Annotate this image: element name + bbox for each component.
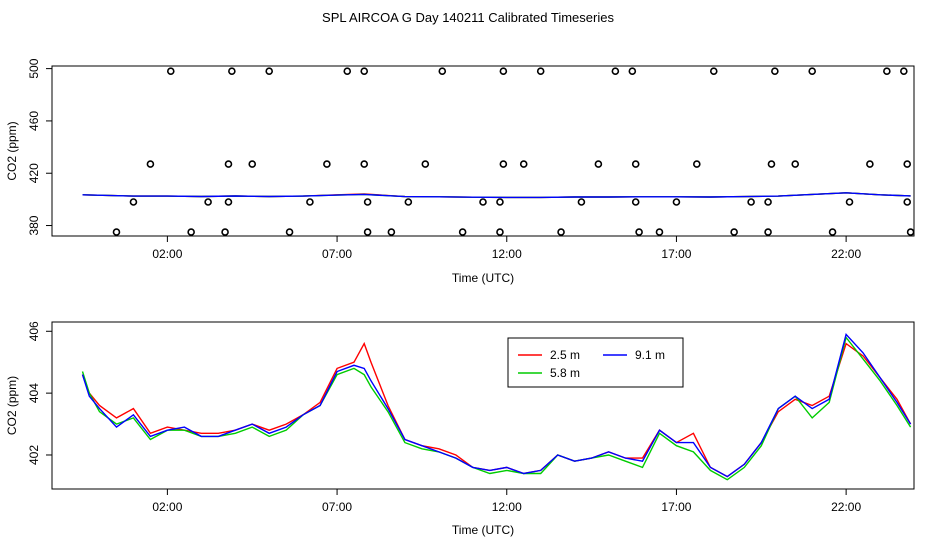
legend-box: [507, 337, 684, 388]
plot-frame: [51, 321, 915, 490]
calibration-point: [903, 160, 912, 168]
x-axis-label: Time (UTC): [452, 523, 514, 537]
calibration-point: [808, 67, 816, 76]
calibration-point: [845, 198, 854, 206]
calibration-point: [306, 198, 314, 206]
calibration-point: [496, 228, 504, 236]
y-tick-label: 380: [27, 215, 41, 235]
calibration-point: [557, 228, 565, 236]
y-tick-label: 404: [27, 383, 41, 403]
x-tick-label: 07:00: [322, 500, 352, 514]
calibration-point: [628, 67, 637, 76]
inlet-height-panel: 02:00 07:00 12:00 17:00 22:00 402 404 406 Time (…: [5, 321, 915, 537]
calibration-point: [363, 228, 372, 236]
calibration-point: [730, 228, 738, 236]
calibration-point: [866, 160, 874, 168]
y-tick-label: 420: [27, 163, 41, 183]
calibration-point: [771, 67, 779, 76]
calibration-point: [438, 67, 447, 76]
y-axis-label: CO2 (ppm): [5, 376, 19, 435]
legend-label: 9.1 m: [635, 348, 665, 362]
x-tick-label: 12:00: [492, 500, 522, 514]
calibration-point: [221, 228, 229, 236]
calibration-point: [693, 160, 701, 168]
legend-label: 2.5 m: [550, 348, 580, 362]
calibration-point: [655, 228, 664, 236]
x-tick-label: 17:00: [661, 500, 691, 514]
x-tick-label: 12:00: [492, 247, 522, 261]
calibration-point: [903, 198, 912, 206]
calibration-point: [458, 228, 467, 236]
series-line-2-5-m: [81, 341, 912, 478]
calibration-point: [224, 160, 233, 168]
calibration-point: [611, 67, 620, 76]
calibration-point: [767, 160, 776, 168]
calibration-point: [146, 160, 155, 168]
x-tick-label: 22:00: [831, 500, 861, 514]
series-line-5-8-m: [81, 335, 912, 481]
calibration-point: [248, 160, 257, 168]
x-tick-label: 17:00: [661, 247, 691, 261]
calibration-point: [187, 228, 195, 236]
calibration-point: [224, 198, 233, 206]
calibration-point: [536, 67, 545, 76]
calibration-point: [496, 198, 504, 206]
y-tick-label: 406: [27, 321, 41, 341]
calibration-point: [631, 198, 640, 206]
calibration-point: [764, 198, 772, 206]
calibration-point: [594, 160, 603, 168]
legend-label: 5.8 m: [550, 366, 580, 380]
x-tick-label: 07:00: [322, 247, 352, 261]
calibration-point: [387, 228, 396, 236]
calibration-point: [635, 228, 643, 236]
calibration-point: [285, 228, 294, 236]
x-tick-label: 02:00: [152, 247, 182, 261]
calibration-point: [883, 67, 891, 76]
calibration-point: [479, 198, 487, 206]
calibration-point: [906, 228, 915, 236]
calibration-point: [672, 198, 681, 206]
calibration-point: [747, 198, 755, 206]
calibration-panel: 02:00 07:00 12:00 17:00 22:00 380 420 460 500 Tim…: [5, 58, 915, 285]
series-line-9-1-m: [81, 332, 912, 478]
x-axis-label: Time (UTC): [452, 271, 514, 285]
calibration-point: [228, 67, 236, 76]
calibration-point: [343, 67, 352, 76]
calibration-point: [764, 228, 772, 236]
calibration-point: [323, 160, 331, 168]
calibration-point: [499, 67, 508, 76]
calibration-point: [709, 67, 718, 76]
calibration-point: [360, 67, 369, 76]
calibration-point: [129, 198, 138, 206]
calibration-point: [900, 67, 908, 76]
y-tick-label: 460: [27, 111, 41, 131]
calibration-point: [421, 160, 430, 168]
calibration-point: [828, 228, 837, 236]
calibration-point: [519, 160, 528, 168]
calibration-point: [631, 160, 640, 168]
y-tick-label: 402: [27, 445, 41, 465]
y-axis-label: CO2 (ppm): [5, 121, 19, 180]
calibration-point: [265, 67, 273, 76]
calibration-point: [360, 160, 369, 168]
plot-frame: [51, 65, 915, 237]
calibration-point: [577, 198, 586, 206]
series-line-9-1-m: [82, 192, 911, 199]
calibration-point: [791, 160, 800, 168]
calibration-point: [404, 198, 413, 206]
calibration-point: [499, 160, 508, 168]
calibration-point: [112, 228, 121, 236]
x-tick-label: 02:00: [152, 500, 182, 514]
calibration-point: [166, 67, 175, 76]
calibration-point: [363, 198, 372, 206]
legend: 2.5 m 9.1 m 5.8 m: [507, 337, 684, 388]
figure-title: SPL AIRCOA G Day 140211 Calibrated Times…: [322, 10, 614, 25]
x-tick-label: 22:00: [831, 247, 861, 261]
y-tick-label: 500: [27, 58, 41, 78]
calibration-point: [204, 198, 212, 206]
